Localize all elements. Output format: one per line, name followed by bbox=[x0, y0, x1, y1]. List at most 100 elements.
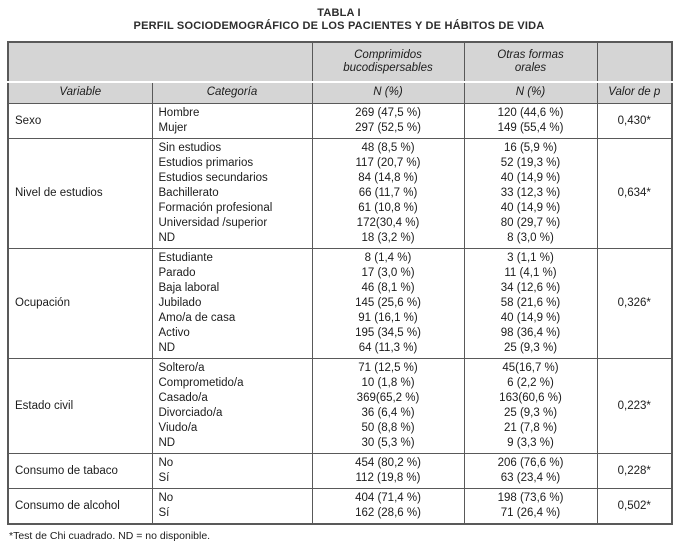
n2-value: 63 (23,4 %) bbox=[500, 471, 561, 484]
n2-value: 40 (14,9 %) bbox=[500, 201, 561, 214]
n1-value: 112 (19,8 %) bbox=[355, 471, 421, 484]
n2-value: 34 (12,6 %) bbox=[500, 281, 561, 294]
p-value-cell: 0,430* bbox=[596, 102, 673, 139]
n2-value: 149 (55,4 %) bbox=[497, 121, 564, 134]
category-label: Amo/a de casa bbox=[158, 311, 236, 324]
category-label: ND bbox=[158, 341, 176, 354]
n1-value: 454 (80,2 %) bbox=[355, 456, 421, 469]
n2-value: 71 (26,4 %) bbox=[500, 506, 561, 519]
category-label: Viudo/a bbox=[158, 421, 198, 434]
category-label: Universidad /superior bbox=[158, 216, 268, 229]
category-label: Sin estudios bbox=[158, 141, 222, 154]
category-label: Jubilado bbox=[158, 296, 202, 309]
category-label: Hombre bbox=[158, 106, 200, 119]
n1-value: 64 (11,3 %) bbox=[358, 341, 418, 354]
header-n2: N (%) bbox=[463, 81, 598, 104]
category-label: Estudios secundarios bbox=[158, 171, 268, 184]
table-header: Comprimidos bucodispersables Otras forma… bbox=[7, 41, 673, 104]
n2-value: 33 (12,3 %) bbox=[500, 186, 561, 199]
n1-cell: 454 (80,2 %) 112 (19,8 %) bbox=[311, 452, 465, 489]
n1-value: 46 (8,1 %) bbox=[361, 281, 415, 294]
n1-value: 117 (20,7 %) bbox=[355, 156, 421, 169]
category-label: No bbox=[158, 456, 174, 469]
n2-value: 6 (2,2 %) bbox=[507, 376, 554, 389]
n1-value: 195 (34,5 %) bbox=[355, 326, 421, 339]
variable-cell: Estado civil bbox=[7, 357, 153, 454]
header-blank-right bbox=[596, 41, 673, 83]
n1-value: 10 (1,8 %) bbox=[361, 376, 415, 389]
categories-cell: Estudiante Parado Baja laboral Jubilado Amo/… bbox=[151, 247, 313, 359]
header-row-groups: Comprimidos bucodispersables Otras forma… bbox=[7, 41, 673, 83]
header-valor-p: Valor de p bbox=[596, 81, 673, 104]
sociodemographic-table: Comprimidos bucodispersables Otras forma… bbox=[7, 41, 673, 525]
n1-value: 61 (10,8 %) bbox=[358, 201, 418, 214]
n1-value: 404 (71,4 %) bbox=[355, 491, 421, 504]
n1-value: 269 (47,5 %) bbox=[355, 106, 421, 119]
categories-cell: Sin estudios Estudios primarios Estudios s… bbox=[151, 137, 313, 249]
n1-value: 71 (12,5 %) bbox=[358, 361, 418, 374]
n2-cell: 16 (5,9 %) 52 (19,3 %) 40 (14,9 %) 33 (12,3… bbox=[463, 137, 598, 249]
header-row-columns: Variable Categoría N (%) N (%) Valor de … bbox=[7, 81, 673, 104]
table-number: TABLA I bbox=[317, 7, 361, 19]
n2-value: 21 (7,8 %) bbox=[503, 421, 558, 434]
category-label: Sí bbox=[158, 506, 170, 519]
category-label: Activo bbox=[158, 326, 190, 339]
n2-value: 25 (9,3 %) bbox=[503, 341, 558, 354]
category-label: Divorciado/a bbox=[158, 406, 223, 419]
p-value-cell: 0,502* bbox=[596, 487, 673, 524]
n2-value: 25 (9,3 %) bbox=[503, 406, 558, 419]
n1-value: 172(30,4 %) bbox=[356, 216, 420, 229]
categories-cell: Hombre Mujer bbox=[151, 102, 313, 139]
table-title: TABLA I PERFIL SOCIODEMOGRÁFICO DE LOS P… bbox=[7, 7, 671, 33]
n2-value: 198 (73,6 %) bbox=[497, 491, 564, 504]
category-label: Formación profesional bbox=[158, 201, 273, 214]
n1-value: 91 (16,1 %) bbox=[358, 311, 418, 324]
group-row-consumo-de-tabaco: Consumo de tabaco No Sí 454 (80,2 %) 112 (19… bbox=[7, 452, 673, 489]
n1-value: 145 (25,6 %) bbox=[355, 296, 421, 309]
category-label: Mujer bbox=[158, 121, 188, 134]
category-label: Estudios primarios bbox=[158, 156, 254, 169]
n1-cell: 48 (8,5 %) 117 (20,7 %) 84 (14,8 %) 66 (11,… bbox=[311, 137, 465, 249]
p-value-cell: 0,634* bbox=[596, 137, 673, 249]
n2-value: 40 (14,9 %) bbox=[500, 311, 561, 324]
group-row-sexo: Sexo Hombre Mujer 269 (47,5 %) 297 (52,5 %) 1… bbox=[7, 102, 673, 139]
n1-value: 18 (3,2 %) bbox=[361, 231, 415, 244]
variable-cell: Consumo de tabaco bbox=[7, 452, 153, 489]
n1-cell: 71 (12,5 %) 10 (1,8 %) 369(65,2 %) 36 (6,4 … bbox=[311, 357, 465, 454]
n2-value: 8 (3,0 %) bbox=[507, 231, 554, 244]
n1-value: 8 (1,4 %) bbox=[364, 251, 412, 264]
n2-value: 58 (21,6 %) bbox=[500, 296, 561, 309]
n2-cell: 198 (73,6 %) 71 (26,4 %) bbox=[463, 487, 598, 524]
n2-value: 163(60,6 %) bbox=[499, 391, 562, 404]
category-label: ND bbox=[158, 436, 176, 449]
n1-value: 84 (14,8 %) bbox=[358, 171, 418, 184]
categories-cell: Soltero/a Comprometido/a Casado/a Divorciad… bbox=[151, 357, 313, 454]
n2-value: 9 (3,3 %) bbox=[507, 436, 554, 449]
table-body: Sexo Hombre Mujer 269 (47,5 %) 297 (52,5 %) 1… bbox=[7, 102, 673, 524]
category-label: No bbox=[158, 491, 174, 504]
n2-value: 52 (19,3 %) bbox=[500, 156, 561, 169]
variable-cell: Nivel de estudios bbox=[7, 137, 153, 249]
n1-value: 30 (5,3 %) bbox=[361, 436, 415, 449]
group-row-consumo-de-alcohol: Consumo de alcohol No Sí 404 (71,4 %) 162 (2… bbox=[7, 487, 673, 524]
n2-cell: 45(16,7 %) 6 (2,2 %) 163(60,6 %) 25 (9,3 %)… bbox=[463, 357, 598, 454]
category-label: Comprometido/a bbox=[158, 376, 244, 389]
p-value-cell: 0,228* bbox=[596, 452, 673, 489]
header-variable: Variable bbox=[7, 81, 153, 104]
n1-cell: 404 (71,4 %) 162 (28,6 %) bbox=[311, 487, 465, 524]
header-group-otras-formas: Otras formas orales bbox=[463, 41, 598, 83]
p-value-cell: 0,326* bbox=[596, 247, 673, 359]
n1-value: 369(65,2 %) bbox=[356, 391, 420, 404]
n2-value: 80 (29,7 %) bbox=[500, 216, 561, 229]
category-label: Bachillerato bbox=[158, 186, 219, 199]
variable-cell: Consumo de alcohol bbox=[7, 487, 153, 524]
category-label: ND bbox=[158, 231, 176, 244]
header-n1: N (%) bbox=[311, 81, 465, 104]
header-group-bucodispersables: Comprimidos bucodispersables bbox=[311, 41, 465, 83]
header-categoria: Categoría bbox=[151, 81, 313, 104]
n1-value: 66 (11,7 %) bbox=[358, 186, 418, 199]
n1-cell: 8 (1,4 %) 17 (3,0 %) 46 (8,1 %) 145 (25,6 %… bbox=[311, 247, 465, 359]
category-label: Baja laboral bbox=[158, 281, 220, 294]
header-blank-left bbox=[7, 41, 313, 83]
n2-value: 206 (76,6 %) bbox=[497, 456, 564, 469]
